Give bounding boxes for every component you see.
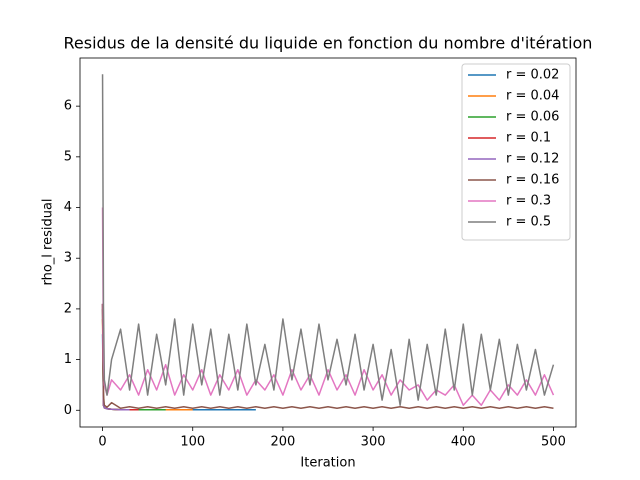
y-tick-label: 1 bbox=[64, 352, 72, 367]
legend-label: r = 0.12 bbox=[506, 152, 559, 167]
series-line bbox=[101, 74, 555, 406]
y-axis-label: rho_l residual bbox=[41, 198, 56, 285]
y-tick-label: 4 bbox=[64, 200, 72, 215]
x-tick-label: 100 bbox=[180, 435, 205, 450]
plot-frame bbox=[79, 57, 577, 428]
x-tick-label: 300 bbox=[361, 435, 386, 450]
legend-label: r = 0.3 bbox=[506, 194, 551, 209]
legend-label: r = 0.04 bbox=[506, 89, 559, 104]
legend-label: r = 0.06 bbox=[506, 110, 559, 125]
series-line bbox=[101, 303, 130, 411]
x-tick-label: 500 bbox=[541, 435, 566, 450]
x-tick-label: 200 bbox=[270, 435, 295, 450]
x-axis-label: Iteration bbox=[300, 456, 355, 471]
y-tick-label: 0 bbox=[64, 403, 72, 418]
plot-lines bbox=[101, 74, 555, 411]
legend-label: r = 0.02 bbox=[506, 68, 559, 83]
legend-box bbox=[461, 63, 571, 241]
x-tick-label: 400 bbox=[451, 435, 476, 450]
x-tick-label: 0 bbox=[98, 435, 106, 450]
series-line bbox=[101, 303, 554, 409]
chart-title: Residus de la densité du liquide en fonc… bbox=[64, 34, 593, 53]
y-tick-label: 5 bbox=[64, 149, 72, 164]
legend-label: r = 0.16 bbox=[506, 173, 559, 188]
legend-label: r = 0.1 bbox=[506, 131, 551, 146]
y-tick-label: 6 bbox=[64, 99, 72, 114]
y-tick-label: 2 bbox=[64, 301, 72, 316]
legend-label: r = 0.5 bbox=[506, 215, 551, 230]
series-line bbox=[101, 207, 555, 406]
y-tick-label: 3 bbox=[64, 251, 72, 266]
